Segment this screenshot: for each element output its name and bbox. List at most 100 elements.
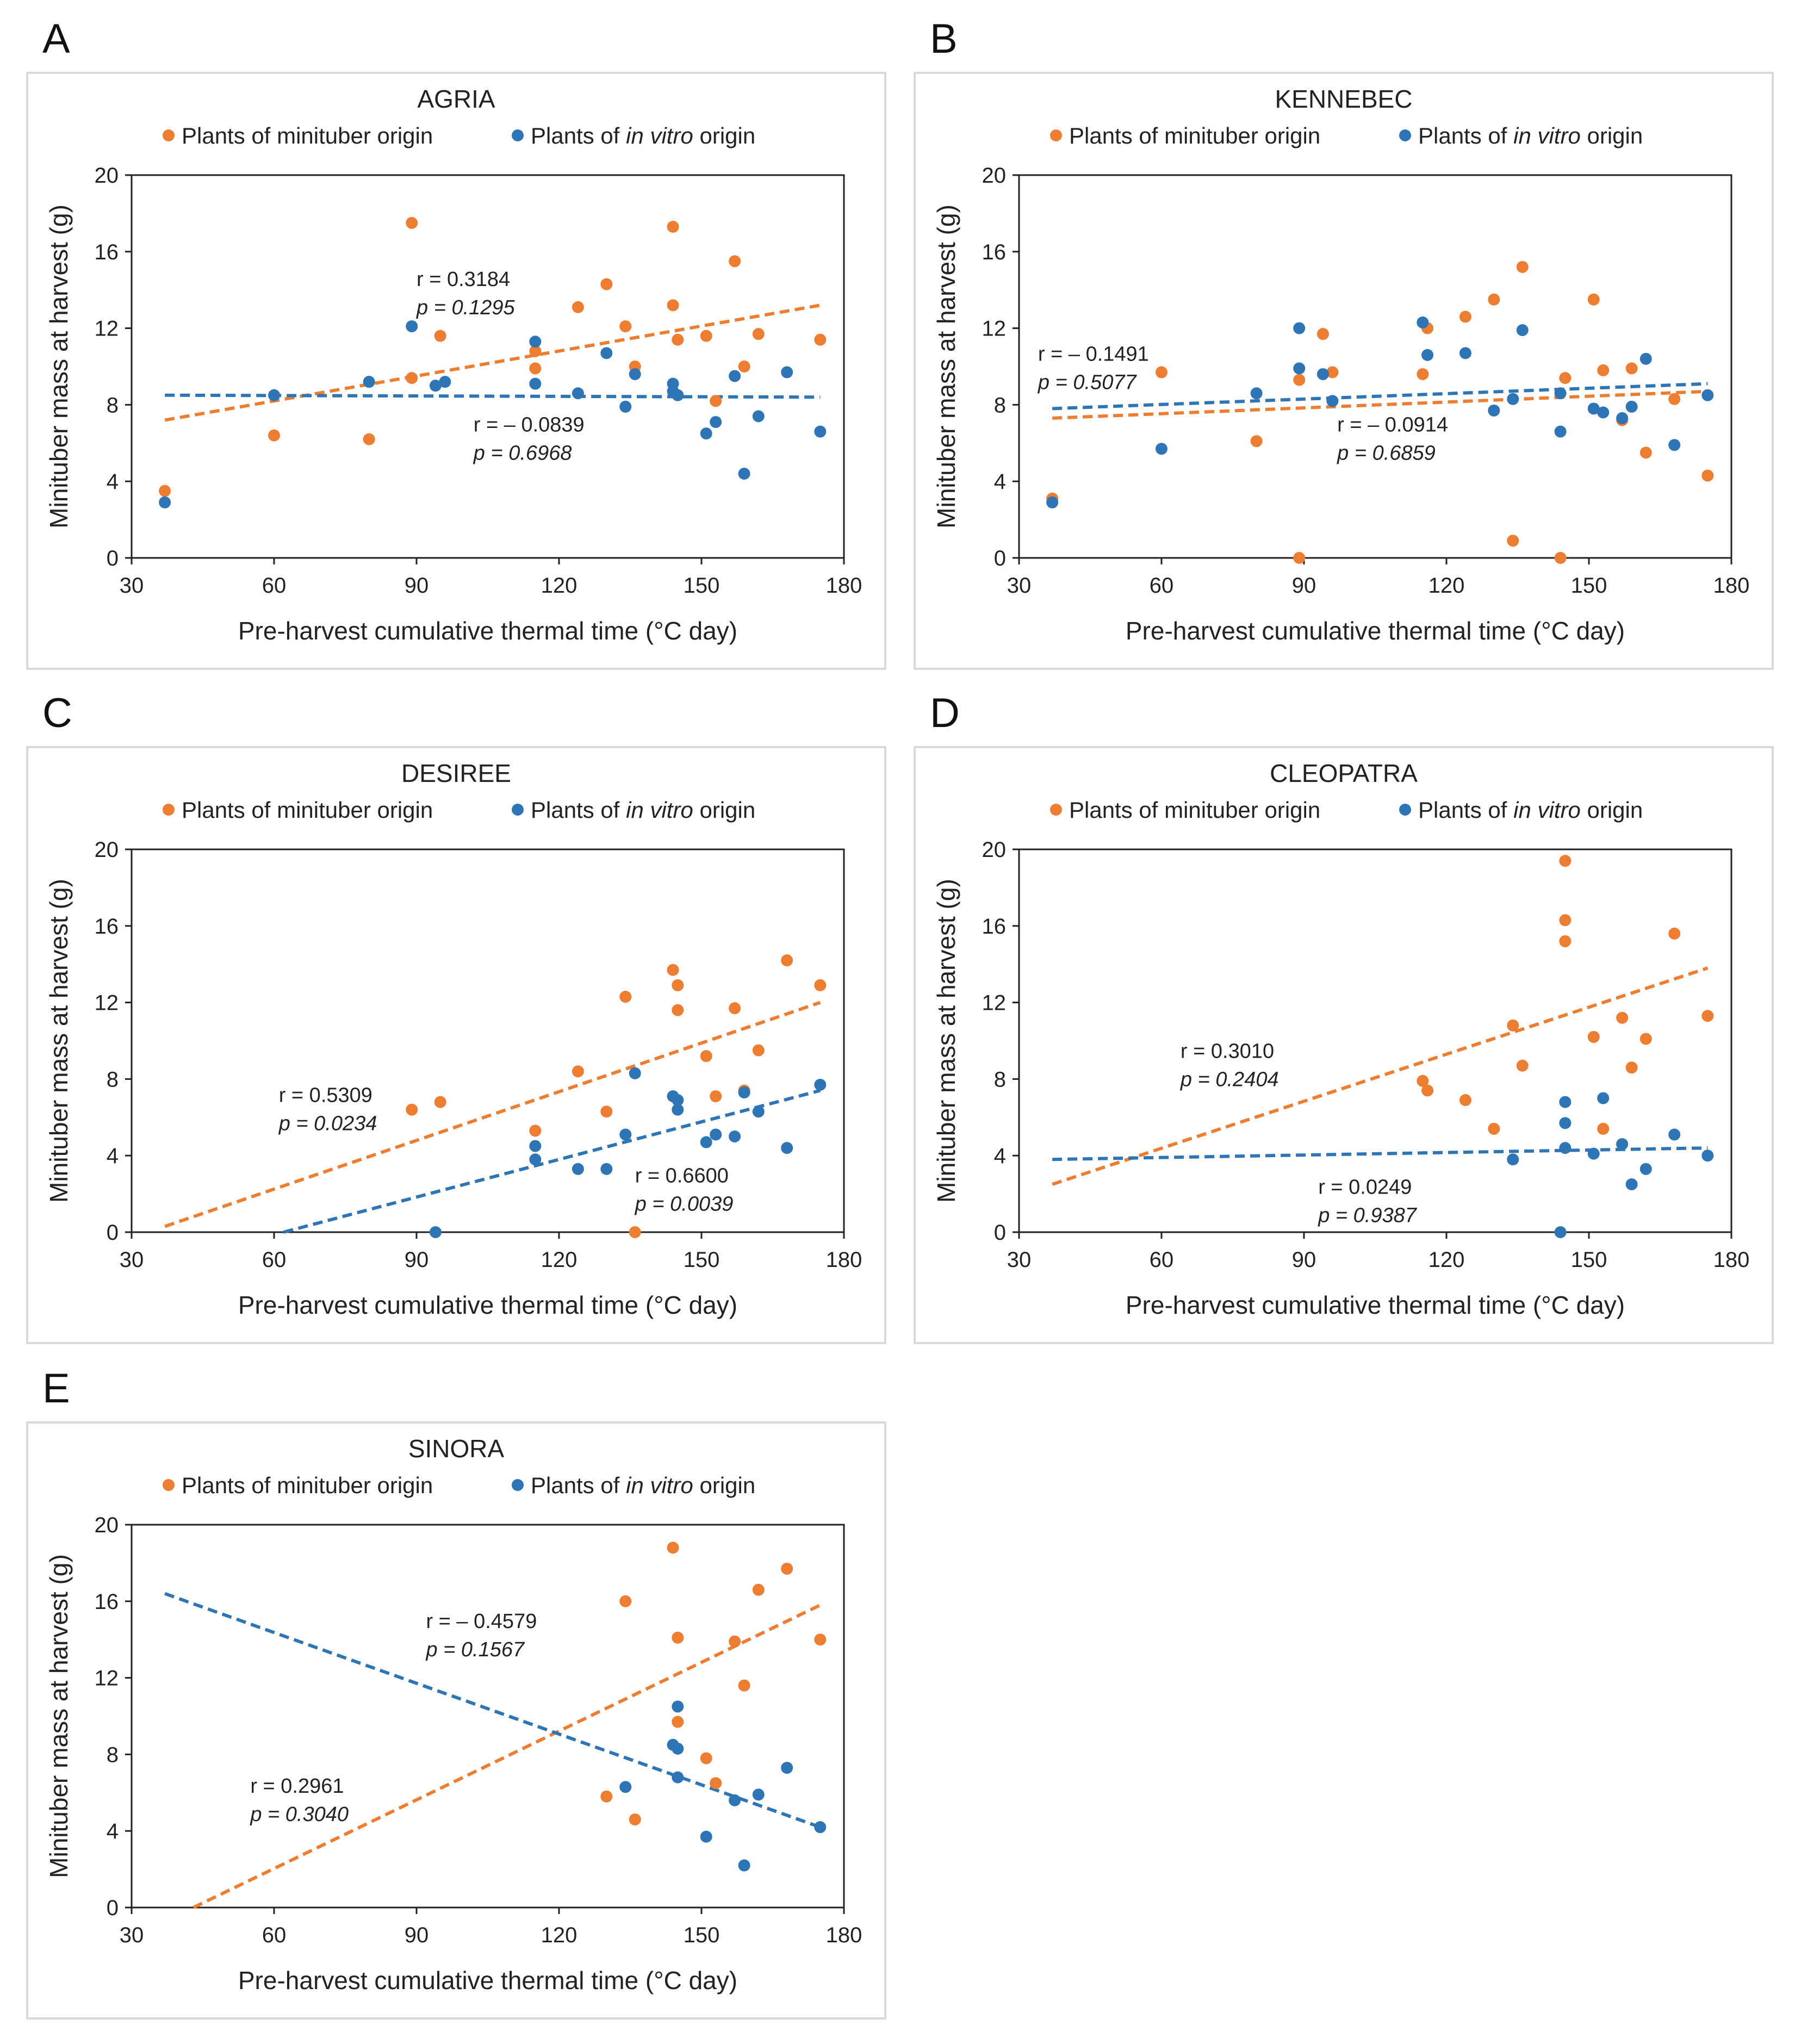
legend-marker-minituber [163, 129, 175, 141]
trendline-minituber [1052, 389, 1708, 420]
data-point-minituber [752, 1583, 765, 1596]
y-tick-label: 0 [994, 546, 1006, 570]
y-axis-label: Minituber mass at harvest (g) [45, 1554, 73, 1878]
data-point-minituber [710, 1777, 722, 1790]
trendline-invitro [164, 1592, 821, 1829]
legend-label-invitro: Plants of in vitro origin [531, 1473, 755, 1498]
data-point-minituber [710, 395, 722, 407]
data-point-invitro [1597, 1092, 1610, 1104]
annotation-p-minituber: p = 0.0234 [278, 1113, 377, 1135]
legend: Plants of minituber origin Plants of in v… [1050, 123, 1643, 148]
x-axis-label: Pre-harvest cumulative thermal time (°C … [1126, 617, 1625, 645]
data-point-minituber [600, 1790, 613, 1803]
y-tick-label: 4 [994, 1144, 1006, 1168]
legend-marker-minituber [1050, 804, 1062, 816]
y-tick-label: 8 [994, 1067, 1006, 1091]
y-tick-label: 12 [95, 991, 119, 1015]
data-point-invitro [629, 1067, 641, 1079]
y-tick-label: 4 [107, 1144, 119, 1168]
legend-label-invitro: Plants of in vitro origin [531, 123, 755, 148]
data-point-minituber [572, 301, 584, 313]
y-tick-label: 8 [107, 393, 119, 417]
annotation-r-minituber: r = 0.3184 [417, 268, 510, 291]
data-point-invitro [1587, 402, 1600, 415]
data-point-minituber [672, 1716, 684, 1728]
trendline-minituber [1052, 966, 1709, 1186]
data-point-minituber [1516, 260, 1529, 273]
data-point-invitro [729, 1794, 741, 1806]
data-point-invitro [710, 1128, 722, 1141]
legend: Plants of minituber origin Plants of in v… [163, 123, 755, 148]
plot-area [131, 174, 845, 559]
y-axis-label: Minituber mass at harvest (g) [45, 204, 73, 529]
data-point-minituber [1459, 1094, 1471, 1107]
data-point-minituber [406, 217, 418, 229]
annotation-p-invitro: p = 0.1567 [425, 1638, 525, 1661]
data-point-minituber [672, 1004, 684, 1016]
x-tick-label: 120 [1428, 574, 1465, 598]
y-tick-label: 20 [95, 838, 119, 862]
data-point-minituber [1559, 372, 1572, 384]
data-point-minituber [672, 333, 684, 346]
y-tick-label: 8 [994, 393, 1006, 417]
data-point-invitro [1625, 400, 1638, 413]
data-point-invitro [529, 377, 542, 390]
annotation-r-invitro: r = – 0.1491 [1038, 343, 1149, 365]
data-point-minituber [1293, 374, 1306, 386]
x-tick-label: 60 [262, 1923, 287, 1947]
x-tick-label: 150 [684, 1248, 720, 1272]
plot-area [1018, 848, 1732, 1233]
data-point-minituber [1597, 1122, 1610, 1135]
data-point-invitro [619, 400, 632, 413]
annotation-r-minituber: r = 0.5309 [279, 1084, 372, 1107]
data-point-minituber [1587, 293, 1600, 306]
data-point-minituber [1417, 368, 1429, 381]
data-point-minituber [406, 1103, 418, 1116]
data-point-invitro [814, 1078, 827, 1091]
x-tick-label: 150 [1571, 574, 1607, 598]
data-point-minituber [1156, 366, 1167, 378]
data-point-invitro [814, 1821, 827, 1834]
x-tick-label: 180 [826, 1248, 862, 1272]
data-point-minituber [752, 328, 765, 340]
data-point-invitro [672, 389, 684, 401]
data-point-invitro [1554, 1226, 1567, 1238]
data-point-minituber [814, 1633, 827, 1646]
data-point-invitro [1156, 443, 1167, 455]
x-tick-label: 120 [541, 1923, 577, 1947]
annotation-p-minituber: p = 0.1295 [416, 296, 515, 319]
data-point-invitro [1554, 425, 1567, 438]
x-tick-label: 120 [541, 574, 577, 598]
chart-panel-sinora: SINORA Plants of minituber origin Plants o… [26, 1421, 886, 2020]
data-point-minituber [667, 221, 679, 233]
data-point-invitro [1668, 439, 1681, 451]
data-point-minituber [781, 1562, 793, 1575]
data-point-invitro [363, 376, 375, 388]
data-point-minituber [363, 433, 375, 445]
data-point-invitro [1326, 395, 1339, 407]
data-point-invitro [672, 1700, 684, 1713]
data-point-minituber [1507, 1019, 1519, 1032]
chart-title: SINORA [408, 1434, 505, 1463]
annotation-r-invitro: r = 0.0249 [1318, 1176, 1412, 1199]
y-axis-label: Minituber mass at harvest (g) [932, 879, 960, 1203]
data-point-minituber [1293, 552, 1306, 564]
annotation-r-minituber: r = 0.3010 [1181, 1040, 1274, 1063]
data-point-invitro [1559, 1142, 1572, 1154]
data-point-minituber [1316, 328, 1329, 340]
data-point-invitro [1554, 387, 1567, 400]
y-tick-label: 8 [107, 1743, 119, 1767]
data-point-minituber [1639, 446, 1652, 459]
data-point-minituber [700, 1752, 712, 1765]
data-point-minituber [1559, 935, 1572, 947]
y-tick-label: 20 [982, 164, 1007, 188]
data-point-minituber [1417, 1074, 1429, 1087]
data-point-minituber [1559, 914, 1572, 927]
trendline-minituber [192, 1604, 821, 1909]
data-point-minituber [1516, 1059, 1529, 1072]
legend: Plants of minituber origin Plants of in v… [163, 1473, 755, 1498]
x-tick-label: 150 [684, 574, 720, 598]
data-point-invitro [1639, 352, 1652, 365]
